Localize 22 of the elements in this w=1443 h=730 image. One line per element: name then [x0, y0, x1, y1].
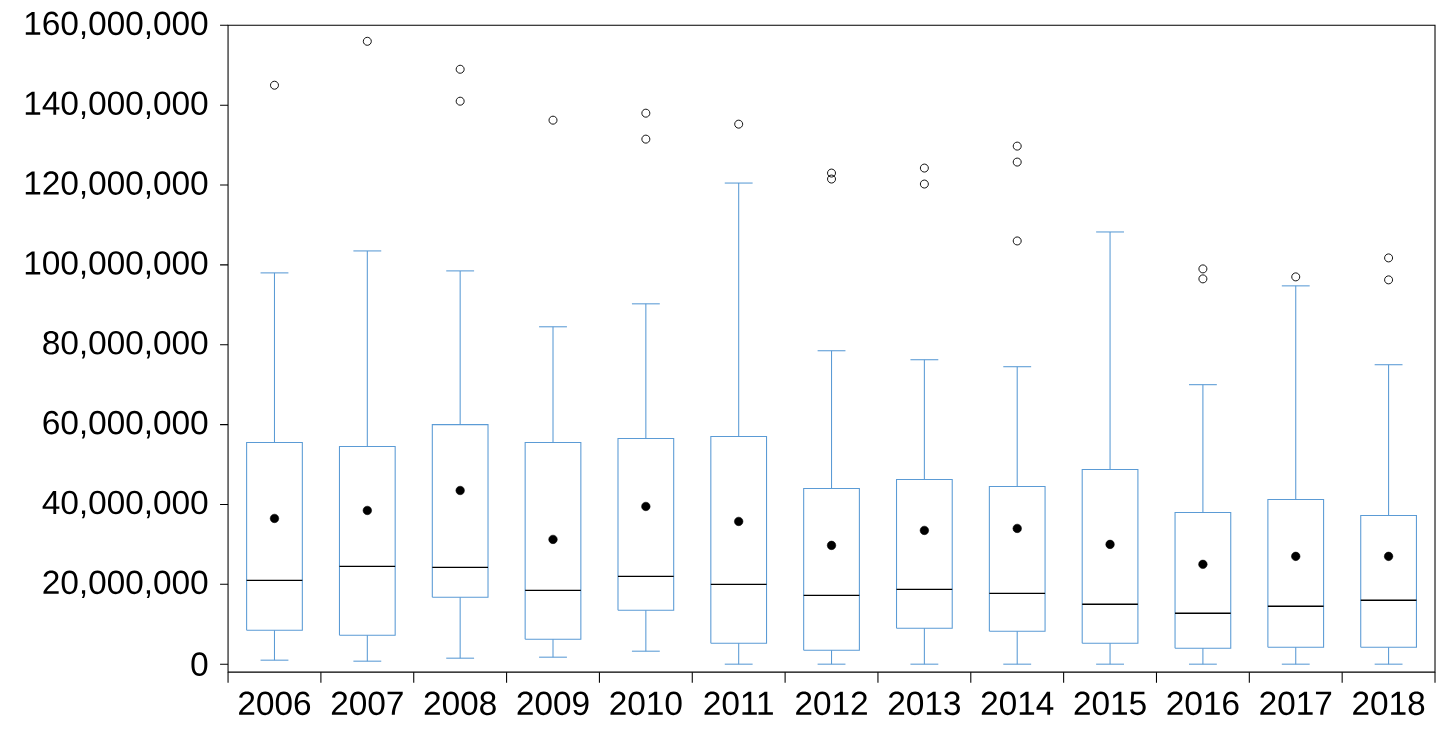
- y-tick-label: 60,000,000: [43, 411, 208, 439]
- x-tick-label: 2017: [1260, 691, 1332, 716]
- y-tick-label: 40,000,000: [42, 490, 208, 519]
- x-tick-label: 2014: [981, 691, 1054, 716]
- x-tick-label: 2007: [331, 691, 403, 716]
- x-tick-label: 2006: [239, 691, 311, 716]
- x-tick-label: 2008: [424, 691, 496, 716]
- y-tick-label: 80,000,000: [43, 331, 208, 359]
- y-tick-label: 120,000,000: [25, 171, 208, 200]
- x-tick-label: 2013: [888, 691, 960, 716]
- x-tick-label: 2009: [517, 691, 589, 716]
- y-tick-label: 100,000,000: [25, 251, 208, 279]
- x-tick-label: 2012: [796, 691, 867, 716]
- y-tick-label: 20,000,000: [43, 570, 208, 599]
- x-tick-label: 2018: [1353, 691, 1425, 716]
- y-tick-label: 0: [191, 652, 208, 677]
- x-tick-label: 2016: [1167, 691, 1239, 716]
- y-tick-label: 140,000,000: [25, 91, 208, 120]
- y-tick-label: 160,000,000: [25, 11, 208, 40]
- x-tick-label: 2011: [704, 691, 773, 716]
- x-tick-label: 2015: [1074, 691, 1146, 716]
- x-tick-label: 2010: [610, 691, 682, 716]
